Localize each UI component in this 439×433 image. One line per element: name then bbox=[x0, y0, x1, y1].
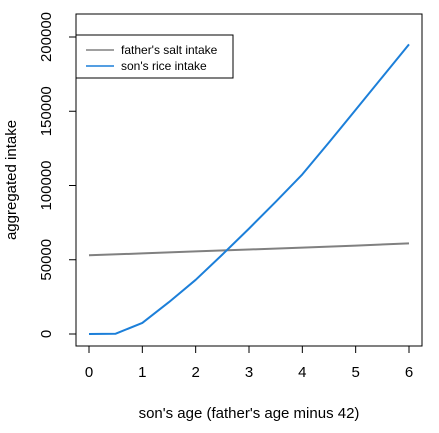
x-tick-label: 6 bbox=[405, 364, 413, 381]
x-tick-label: 5 bbox=[351, 364, 359, 381]
series-line-2 bbox=[88, 43, 410, 335]
legend-label: father's salt intake bbox=[121, 43, 218, 57]
legend-label: son's rice intake bbox=[121, 59, 207, 73]
y-axis: 0 50000 100000 150000 200000 bbox=[38, 12, 76, 338]
x-tick-label: 4 bbox=[298, 364, 306, 381]
series-layer bbox=[88, 43, 410, 335]
legend: father's salt intake son's rice intake bbox=[75, 34, 234, 79]
x-tick-label: 0 bbox=[85, 364, 93, 381]
y-tick-label: 0 bbox=[38, 330, 55, 338]
series-line-1 bbox=[88, 242, 410, 257]
x-tick-label: 1 bbox=[138, 364, 146, 381]
y-tick-label: 150000 bbox=[38, 86, 55, 136]
x-axis: 0 1 2 3 4 5 6 bbox=[85, 346, 413, 381]
y-axis-title: aggregated intake bbox=[3, 120, 20, 240]
x-axis-title: son's age (father's age minus 42) bbox=[139, 405, 360, 422]
x-tick-label: 3 bbox=[245, 364, 253, 381]
y-tick-label: 200000 bbox=[38, 12, 55, 62]
legend-box bbox=[75, 34, 234, 79]
y-tick-label: 50000 bbox=[38, 239, 55, 281]
x-tick-label: 2 bbox=[191, 364, 199, 381]
y-tick-label: 100000 bbox=[38, 160, 55, 210]
